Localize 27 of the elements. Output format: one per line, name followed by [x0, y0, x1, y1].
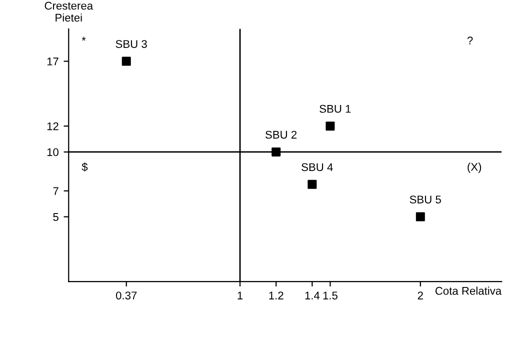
y-tick-label: 5 [53, 213, 58, 221]
point [272, 147, 281, 156]
y-tick-label: 17 [47, 58, 58, 66]
y-tick-label: 10 [47, 148, 58, 156]
annotation: $ [82, 162, 88, 172]
y-tick-label: 12 [47, 122, 58, 130]
point [122, 56, 131, 66]
x-axis-title: Cota Relativa [435, 286, 502, 295]
annotation: SBU 4 [302, 163, 333, 172]
point [326, 122, 335, 131]
x-tick-label: 1 [238, 292, 243, 300]
annotation: SBU 2 [265, 130, 297, 139]
annotation: (X) [468, 162, 482, 174]
annotation: SBU 1 [320, 104, 351, 113]
annotation: ? [467, 36, 473, 44]
point [308, 180, 317, 189]
point [416, 212, 425, 222]
annotation: SBU 3 [116, 40, 147, 48]
y-axis-title: Cresterea Pietei [44, 2, 94, 22]
annotation: SBU 5 [410, 196, 441, 204]
x-tick-label: 0.37 [116, 292, 137, 300]
y-tick-label: 7 [53, 187, 58, 195]
x-tick-label: 1.4 [305, 292, 320, 300]
x-tick-label: 1.2 [269, 292, 284, 300]
annotation: * [82, 36, 86, 41]
x-tick-label: 2 [418, 292, 423, 300]
x-tick-label: 1.5 [323, 292, 338, 300]
